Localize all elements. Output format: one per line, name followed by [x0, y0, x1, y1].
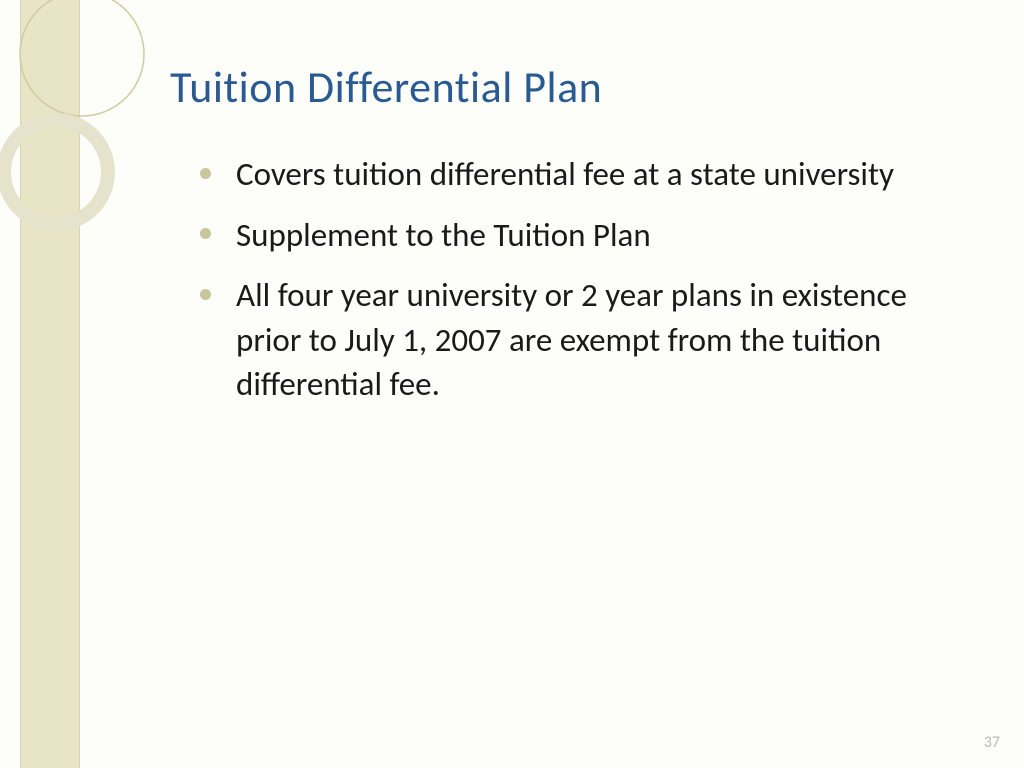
page-number: 37 [984, 733, 1000, 752]
bullet-item: Supplement to the Tuition Plan [200, 213, 974, 258]
bullet-list: Covers tuition differential fee at a sta… [170, 152, 974, 407]
bullet-item: All four year university or 2 year plans… [200, 273, 974, 407]
slide-title: Tuition Differential Plan [170, 60, 974, 114]
slide-content: Tuition Differential Plan Covers tuition… [170, 60, 974, 423]
decorative-left-strip [20, 0, 80, 768]
bullet-item: Covers tuition differential fee at a sta… [200, 152, 974, 197]
